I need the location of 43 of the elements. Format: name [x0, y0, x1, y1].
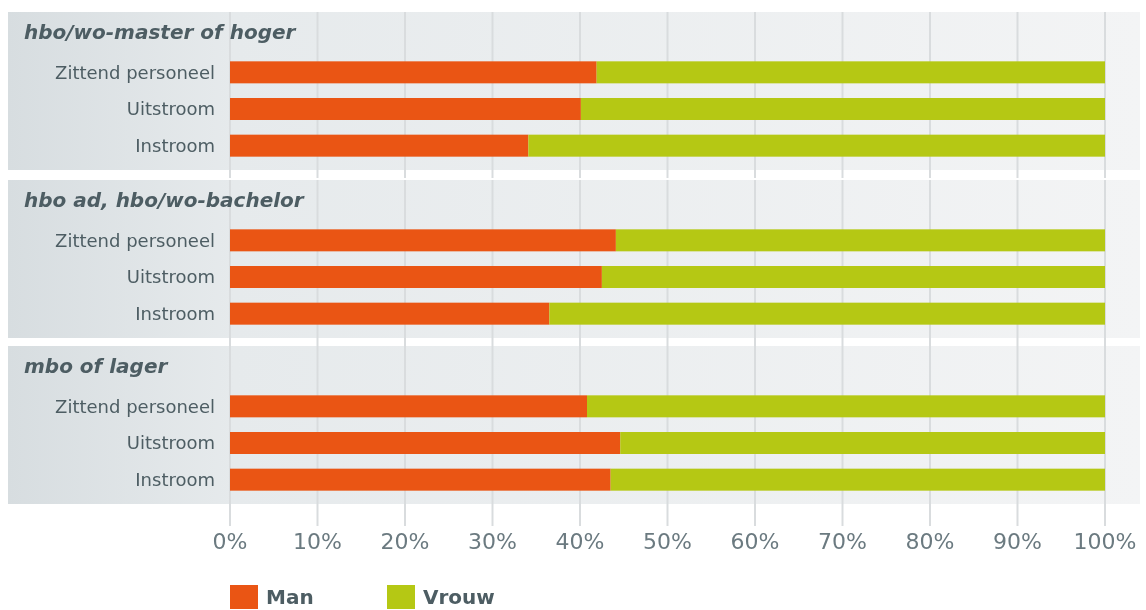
bar: [580, 98, 1105, 120]
y-tick-label: Zittend personeel: [55, 229, 215, 251]
bar: [230, 432, 621, 454]
bar: [610, 468, 1105, 491]
bar: [549, 302, 1105, 325]
x-tick-label: 10%: [293, 529, 342, 554]
y-tick-label: Instroom: [135, 468, 215, 490]
y-tick-label: Uitstroom: [126, 266, 215, 288]
bar: [620, 432, 1105, 454]
bar: [230, 61, 597, 84]
bar: [230, 468, 611, 491]
x-tick-label: 100%: [1073, 529, 1137, 554]
bar: [587, 395, 1105, 418]
x-tick-label: 90%: [993, 529, 1042, 554]
bar: [230, 266, 602, 288]
x-tick-label: 60%: [730, 529, 780, 554]
bar: [615, 229, 1105, 252]
y-tick-label: Zittend personeel: [55, 395, 215, 417]
legend-label: Man: [266, 585, 314, 609]
chart-title: hbo/wo-master of hoger: [24, 20, 297, 44]
x-tick-label: 20%: [380, 529, 430, 554]
x-tick-label: 80%: [905, 529, 955, 554]
bar: [601, 266, 1105, 288]
bar: [230, 98, 581, 120]
x-tick-label: 40%: [555, 529, 605, 554]
y-tick-label: Uitstroom: [126, 432, 215, 454]
chart-title: hbo ad, hbo/wo-bachelor: [24, 188, 305, 212]
y-tick-label: Instroom: [135, 302, 215, 324]
bar: [230, 134, 529, 157]
bar: [230, 229, 616, 252]
x-tick-label: 70%: [818, 529, 867, 554]
bar: [230, 395, 587, 418]
y-tick-label: Uitstroom: [126, 98, 215, 120]
bar: [230, 302, 550, 325]
bar: [596, 61, 1105, 84]
x-tick-label: 50%: [643, 529, 692, 554]
bar: [528, 134, 1105, 157]
x-tick-label: 30%: [468, 529, 517, 554]
y-tick-label: Zittend personeel: [55, 61, 215, 83]
x-tick-label: 0%: [212, 529, 248, 554]
chart-title: mbo of lager: [24, 354, 169, 378]
y-tick-label: Instroom: [135, 134, 215, 156]
legend-label: Vrouw: [423, 585, 495, 609]
